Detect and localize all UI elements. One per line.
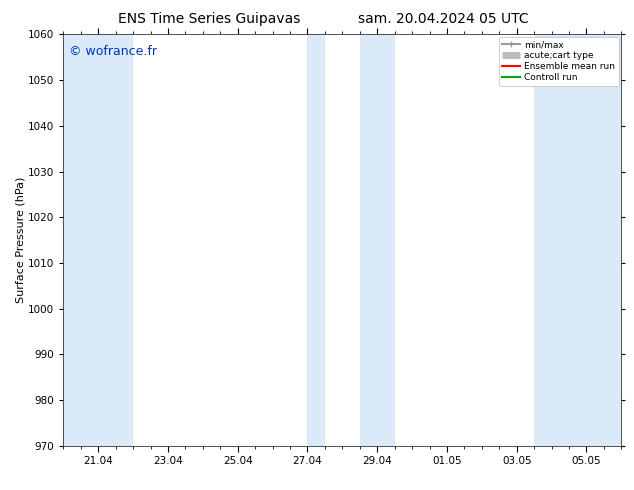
Y-axis label: Surface Pressure (hPa): Surface Pressure (hPa)	[15, 177, 25, 303]
Bar	[307, 34, 325, 446]
Text: ENS Time Series Guipavas: ENS Time Series Guipavas	[118, 12, 301, 26]
Text: © wofrance.fr: © wofrance.fr	[69, 45, 157, 58]
Bar	[534, 34, 569, 446]
Text: sam. 20.04.2024 05 UTC: sam. 20.04.2024 05 UTC	[358, 12, 529, 26]
Bar	[359, 34, 394, 446]
Legend: min/max, acute;cart type, Ensemble mean run, Controll run: min/max, acute;cart type, Ensemble mean …	[499, 37, 619, 86]
Bar	[569, 34, 621, 446]
Bar	[63, 34, 98, 446]
Bar	[98, 34, 133, 446]
